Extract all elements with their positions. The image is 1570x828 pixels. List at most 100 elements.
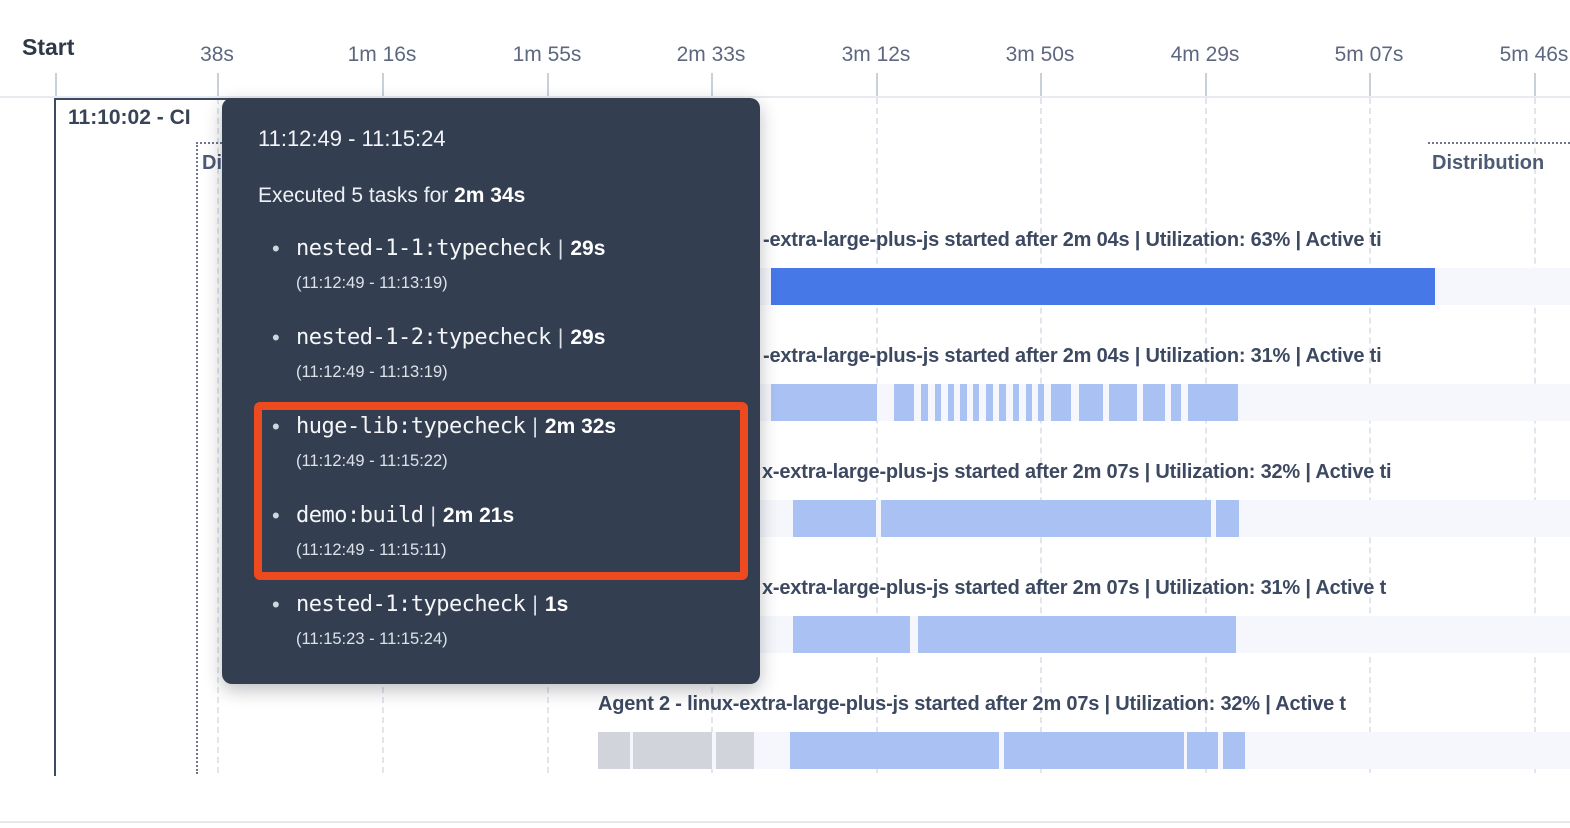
axis-tick-mark (55, 73, 57, 97)
tooltip-task-time-range: (11:12:49 - 11:13:19) (296, 274, 448, 292)
tooltip-time-range: 11:12:49 - 11:15:24 (258, 126, 446, 151)
agent-row-label: x-extra-large-plus-js started after 2m 0… (762, 461, 1392, 483)
agent-task-bar-segment[interactable] (1079, 384, 1103, 421)
bullet-icon: • (272, 236, 280, 261)
agent-task-bar-segment[interactable] (633, 732, 712, 769)
tooltip-task-name: nested-1-2:typecheck (296, 325, 551, 350)
panel-bottom-border (0, 821, 1570, 823)
agent-task-bar-segment[interactable] (1216, 500, 1239, 537)
agent-row-label: Agent 2 - linux-extra-large-plus-js star… (598, 693, 1346, 715)
gridline (1369, 98, 1371, 773)
agent-row-label: -extra-large-plus-js started after 2m 04… (763, 345, 1382, 367)
separator: | (430, 504, 436, 527)
tooltip-task-name: demo:build (296, 503, 424, 528)
axis-tick-mark (1369, 73, 1371, 97)
tooltip-highlight-box (254, 402, 748, 580)
distribution-region-right-label: Distribution (1432, 152, 1545, 174)
axis-tick-label: 5m 46s (1499, 43, 1569, 66)
tooltip-task-time-range: (11:12:49 - 11:13:19) (296, 363, 448, 381)
agent-task-bar-segment[interactable] (921, 384, 928, 421)
tooltip-summary-prefix: Executed 5 tasks for (258, 184, 455, 207)
axis-tick-mark (1205, 73, 1207, 97)
axis-tick-label: 38s (200, 43, 234, 66)
agent-task-bar-segment[interactable] (1051, 384, 1071, 421)
agent-task-bar-segment[interactable] (1143, 384, 1165, 421)
tooltip-task-duration: 29s (570, 237, 606, 260)
gridline (1534, 98, 1536, 773)
axis-tick-label: 5m 07s (1334, 43, 1404, 66)
agent-task-bar-segment[interactable] (1038, 384, 1044, 421)
axis-tick-label: 3m 50s (1005, 43, 1075, 66)
bullet-icon: • (272, 592, 280, 617)
tooltip-task-duration: 29s (570, 326, 606, 349)
axis-tick-mark (382, 73, 384, 97)
axis-tick-label: 4m 29s (1170, 43, 1240, 66)
tooltip-task-duration: 2m 21s (442, 504, 515, 527)
gridline (876, 98, 878, 773)
tooltip-task-item: • nested-1-1:typecheck | 29s (272, 236, 605, 262)
agent-task-bar-segment[interactable] (1013, 384, 1019, 421)
agent-task-bar-segment[interactable] (1188, 384, 1238, 421)
separator: | (532, 593, 538, 616)
gridline (1205, 98, 1207, 773)
agent-task-bar-segment[interactable] (1223, 732, 1245, 769)
agent-task-bar-segment[interactable] (973, 384, 979, 421)
axis-tick-label: 1m 16s (347, 43, 417, 66)
agent-task-bar-segment[interactable] (1004, 732, 1184, 769)
axis-tick-mark (217, 73, 219, 97)
agent-task-bar-segment[interactable] (793, 616, 910, 653)
agent-task-bar-segment[interactable] (1187, 732, 1218, 769)
agent-task-bar-segment[interactable] (1026, 384, 1032, 421)
agent-task-bar-segment[interactable] (790, 732, 999, 769)
axis-line (0, 96, 1570, 98)
gridline (1040, 98, 1042, 773)
agent-task-bar-segment[interactable] (935, 384, 941, 421)
agent-task-bar-segment[interactable] (918, 616, 1236, 653)
tooltip-task-time-range: (11:12:49 - 11:15:11) (296, 541, 447, 559)
agent-row-label: -extra-large-plus-js started after 2m 04… (763, 229, 1382, 251)
tooltip-task-duration: 2m 32s (544, 415, 617, 438)
agent-row-label: x-extra-large-plus-js started after 2m 0… (762, 577, 1387, 599)
tooltip-task-name: huge-lib:typecheck (296, 414, 526, 439)
agent-task-bar-segment[interactable] (1109, 384, 1137, 421)
pipeline-label: 11:10:02 - CI (68, 106, 191, 129)
agent-task-bar-segment[interactable] (793, 500, 876, 537)
tooltip-task-name: nested-1-1:typecheck (296, 236, 551, 261)
tooltip-task-item: • demo:build | 2m 21s (272, 503, 514, 529)
agent-task-bar-segment[interactable] (948, 384, 954, 421)
separator: | (557, 237, 564, 260)
agent-task-bar-segment[interactable] (999, 384, 1006, 421)
agent-task-bar-segment[interactable] (598, 732, 630, 769)
agent-task-bar-segment[interactable] (960, 384, 967, 421)
axis-tick-label: 2m 33s (676, 43, 746, 66)
tooltip-task-name: nested-1:typecheck (296, 592, 526, 617)
gridline (217, 98, 219, 773)
axis-tick-mark (711, 73, 713, 97)
tooltip-summary: Executed 5 tasks for 2m 34s (258, 184, 525, 208)
separator: | (532, 415, 538, 438)
bullet-icon: • (272, 503, 280, 528)
agent-task-bar-segment[interactable] (1171, 384, 1181, 421)
agent-task-bar-segment[interactable] (986, 384, 993, 421)
separator: | (557, 326, 564, 349)
bullet-icon: • (272, 414, 280, 439)
axis-tick-mark (547, 73, 549, 97)
tooltip-task-item: • huge-lib:typecheck | 2m 32s (272, 414, 616, 440)
agent-task-bar-segment[interactable] (894, 384, 914, 421)
axis-tick-label: 3m 12s (841, 43, 911, 66)
axis-start-label: Start (22, 34, 75, 60)
tooltip-task-item: • nested-1-2:typecheck | 29s (272, 325, 605, 351)
agent-task-bar-segment[interactable] (716, 732, 754, 769)
agent-task-bar-segment[interactable] (881, 500, 1211, 537)
tooltip-summary-duration: 2m 34s (454, 184, 526, 207)
agent-task-bar-segment[interactable] (771, 268, 1435, 305)
axis-tick-label: 1m 55s (512, 43, 582, 66)
bullet-icon: • (272, 325, 280, 350)
distribution-region-left-label: Di (202, 152, 222, 174)
distribution-region-right[interactable]: Distribution (1428, 142, 1570, 774)
axis-tick-mark (876, 73, 878, 97)
agent-task-bar-segment[interactable] (771, 384, 877, 421)
axis-tick-mark (1040, 73, 1042, 97)
task-tooltip: 11:12:49 - 11:15:24 Executed 5 tasks for… (222, 98, 760, 684)
